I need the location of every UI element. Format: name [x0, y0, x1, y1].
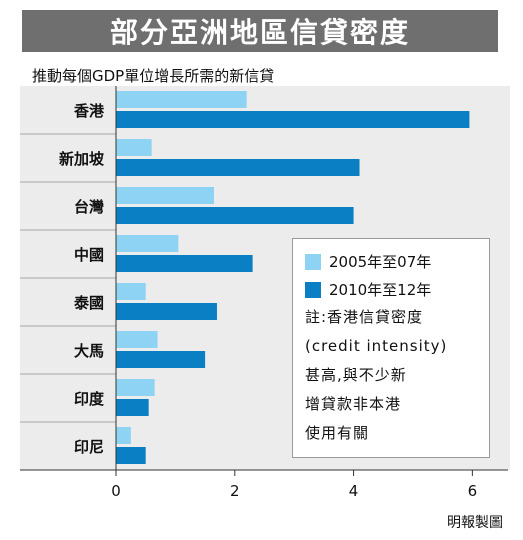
- category-label: 印度: [74, 390, 105, 408]
- bar-2005-07: [116, 283, 146, 300]
- bar-2005-07: [116, 331, 158, 348]
- bar-2005-07: [116, 139, 152, 156]
- category-label: 新加坡: [59, 150, 104, 168]
- bar-2010-12: [116, 447, 146, 464]
- category-label: 香港: [74, 102, 105, 120]
- legend-item-2010-12: 2010年至12年: [305, 279, 431, 300]
- legend-note-line: (credit intensity): [305, 337, 448, 355]
- category-label: 印尼: [74, 438, 104, 456]
- legend-note-line: 增貸款非本港: [305, 395, 402, 413]
- bar-2010-12: [116, 303, 217, 320]
- bar-2010-12: [116, 207, 354, 224]
- bar-2005-07: [116, 379, 155, 396]
- category-label: 中國: [74, 246, 104, 264]
- legend-label-2005-07: 2005年至07年: [329, 253, 432, 271]
- legend-label-2010-12: 2010年至12年: [329, 281, 432, 299]
- legend-note-line: 甚高,與不少新: [305, 366, 407, 384]
- chart-title: 部分亞洲地區信貸密度: [22, 10, 498, 52]
- legend-swatch-2005-07: [305, 253, 321, 270]
- legend-item-2005-07: 2005年至07年: [305, 251, 431, 272]
- legend: 2005年至07年 2010年至12年 註:香港信貸密度 (credit int…: [292, 238, 490, 458]
- chart-subtitle: 推動每個GDP單位增長所需的新信貸: [32, 67, 275, 85]
- x-tick-label: 2: [230, 482, 240, 500]
- legend-swatch-2010-12: [305, 281, 321, 298]
- category-label: 泰國: [73, 294, 104, 312]
- bar-2010-12: [116, 399, 149, 416]
- x-tick-label: 4: [349, 482, 359, 500]
- bar-2005-07: [116, 187, 214, 204]
- legend-note: 註:香港信貸密度 (credit intensity) 甚高,與不少新 增貸款非…: [305, 303, 483, 448]
- x-tick-label: 6: [468, 482, 478, 500]
- bar-2010-12: [116, 255, 253, 272]
- bar-2005-07: [116, 427, 131, 444]
- bar-2005-07: [116, 91, 247, 108]
- legend-note-line: 註:香港信貸密度: [305, 308, 424, 326]
- legend-note-line: 使用有關: [305, 424, 370, 442]
- bar-2005-07: [116, 235, 179, 252]
- bar-2010-12: [116, 159, 360, 176]
- category-label: 台灣: [74, 198, 104, 216]
- x-tick-label: 0: [111, 482, 121, 500]
- bar-2010-12: [116, 351, 206, 368]
- credit-label: 明報製圖: [447, 515, 503, 531]
- category-label: 大馬: [74, 342, 104, 360]
- bar-2010-12: [116, 111, 470, 128]
